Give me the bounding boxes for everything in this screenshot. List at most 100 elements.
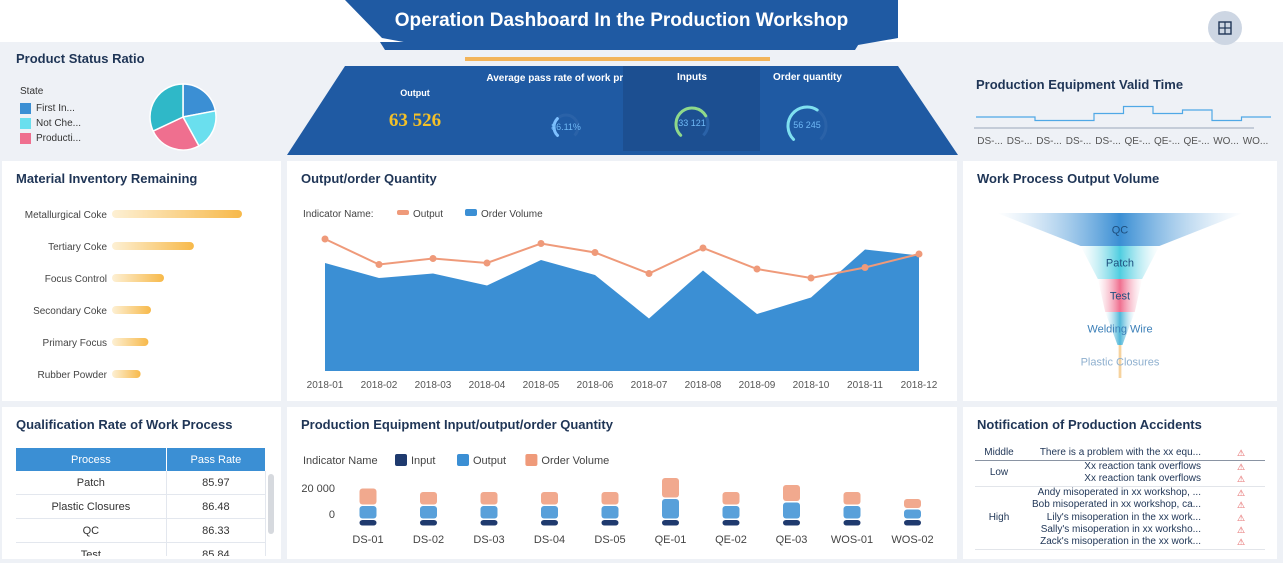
funnel-stage[interactable]	[1117, 345, 1123, 378]
equipment-bar-segment[interactable]	[541, 492, 558, 505]
accident-item[interactable]: Sally's misoperation in xx worksho...	[1040, 523, 1201, 535]
output-order-chart: Indicator Name: Output Order Volume 2018-01…	[303, 209, 938, 391]
product-status-legend-item[interactable]: First In...	[20, 103, 75, 114]
equipment-bar-segment[interactable]	[783, 502, 800, 519]
output-point[interactable]	[429, 255, 437, 262]
equipment-bar-segment[interactable]	[541, 506, 558, 519]
inventory-bar[interactable]	[112, 370, 141, 378]
warning-icon[interactable]: ⚠	[1237, 537, 1246, 548]
warning-icon[interactable]: ⚠	[1237, 524, 1246, 535]
output-point[interactable]	[861, 264, 869, 271]
funnel-stage[interactable]	[1097, 279, 1143, 312]
equipment-bar-segment[interactable]	[601, 492, 619, 505]
legend-label: Not Che...	[36, 118, 82, 129]
x-tick-label: WOS-02	[891, 534, 933, 546]
equipment-bar-segment[interactable]	[722, 506, 740, 519]
output-point[interactable]	[645, 270, 653, 277]
funnel-stage[interactable]	[1080, 246, 1160, 279]
output-point[interactable]	[807, 274, 815, 282]
equipment-bar-segment[interactable]	[359, 506, 377, 519]
output-point[interactable]	[483, 259, 491, 267]
pie-slice[interactable]	[181, 109, 217, 147]
funnel-stage[interactable]	[997, 213, 1243, 246]
accident-item[interactable]: Xx reaction tank overflows	[1084, 473, 1201, 485]
equipment-bar-segment[interactable]	[359, 520, 377, 526]
equipment-bar-segment[interactable]	[480, 506, 498, 519]
gauge-fill	[674, 106, 708, 137]
warning-icon[interactable]: ⚠	[1237, 474, 1246, 485]
table-row[interactable]: Plastic Closures 86.48	[16, 494, 267, 519]
inventory-bar[interactable]	[112, 210, 242, 218]
output-point[interactable]	[915, 250, 923, 258]
col-pass-rate[interactable]: Pass Rate	[166, 448, 267, 471]
equipment-bar-segment[interactable]	[601, 520, 619, 526]
x-tick-label: 2018-05	[523, 380, 560, 391]
warning-icon[interactable]: ⚠	[1237, 461, 1246, 472]
equipment-bar-segment[interactable]	[904, 499, 921, 508]
legend-label[interactable]: Output	[473, 455, 506, 467]
accident-level: Middle	[984, 447, 1014, 459]
pie-slice[interactable]	[182, 83, 217, 118]
equipment-bar-segment[interactable]	[420, 492, 437, 505]
legend-label[interactable]: Input	[411, 455, 435, 467]
pie-slice[interactable]	[149, 83, 184, 133]
equipment-bar-segment[interactable]	[420, 506, 437, 519]
equipment-bar-segment[interactable]	[662, 520, 679, 526]
table-row[interactable]: Patch 85.97	[16, 471, 267, 495]
accident-item[interactable]: There is a problem with the xx equ...	[1039, 447, 1201, 458]
legend-label: Producti...	[36, 133, 82, 144]
inventory-bar[interactable]	[112, 242, 194, 250]
output-point[interactable]	[591, 249, 599, 256]
inventory-bar[interactable]	[112, 338, 149, 346]
equipment-bar-segment[interactable]	[783, 520, 800, 526]
equipment-bar-segment[interactable]	[662, 478, 679, 498]
col-process[interactable]: Process	[16, 448, 167, 471]
accident-item[interactable]: Andy misoperated in xx workshop, ...	[1037, 486, 1201, 498]
accidents-list: There is a problem with the xx equ... ⚠ Mi…	[963, 407, 1277, 559]
table-scrollbar[interactable]	[268, 474, 274, 534]
equipment-bar-segment[interactable]	[601, 506, 619, 519]
legend-label[interactable]: Order Volume	[541, 455, 609, 467]
inventory-bar[interactable]	[112, 274, 164, 282]
table-row[interactable]: QC 86.33	[16, 518, 267, 543]
equipment-bar-segment[interactable]	[783, 485, 800, 501]
funnel-stage[interactable]	[1105, 312, 1135, 345]
order-volume-area[interactable]	[325, 249, 919, 372]
equipment-bar-segment[interactable]	[541, 520, 558, 526]
equipment-bar-segment[interactable]	[904, 520, 921, 526]
table-row[interactable]: Test 85.84	[16, 542, 267, 556]
accident-item[interactable]: Zack's misoperation in the xx work...	[1040, 536, 1201, 548]
equipment-bar-segment[interactable]	[480, 520, 498, 526]
warning-icon[interactable]: ⚠	[1237, 500, 1246, 511]
legend-label[interactable]: Output	[413, 209, 443, 220]
accident-item[interactable]: Xx reaction tank overflows	[1084, 460, 1201, 472]
output-point[interactable]	[321, 235, 329, 243]
equipment-bar-segment[interactable]	[843, 506, 861, 519]
warning-icon[interactable]: ⚠	[1237, 512, 1246, 523]
kpi-order-value: 56 245	[793, 120, 821, 130]
output-point[interactable]	[753, 265, 761, 273]
legend-label[interactable]: Order Volume	[481, 209, 543, 220]
warning-icon[interactable]: ⚠	[1237, 448, 1246, 458]
product-status-legend-item[interactable]: Producti...	[20, 133, 81, 144]
pass-rate-gauge	[552, 113, 580, 137]
equipment-bar-segment[interactable]	[420, 520, 437, 526]
accident-item[interactable]: Bob misoperated in xx workshop, ca...	[1032, 499, 1201, 511]
equipment-bar-segment[interactable]	[480, 492, 498, 505]
equipment-bar-segment[interactable]	[662, 499, 679, 519]
product-status-legend-item[interactable]: Not Che...	[20, 118, 81, 129]
inventory-bar[interactable]	[112, 306, 151, 314]
accident-item[interactable]: Lily's misoperation in the xx work...	[1046, 511, 1201, 523]
equipment-bar-segment[interactable]	[843, 520, 861, 526]
grid-icon[interactable]	[1208, 11, 1242, 45]
equipment-bar-segment[interactable]	[722, 492, 740, 505]
pie-slice[interactable]	[152, 116, 200, 151]
output-point[interactable]	[375, 261, 383, 268]
output-point[interactable]	[537, 240, 545, 247]
equipment-bar-segment[interactable]	[904, 509, 921, 519]
warning-icon[interactable]: ⚠	[1237, 487, 1246, 498]
equipment-bar-segment[interactable]	[722, 520, 740, 526]
equipment-bar-segment[interactable]	[359, 488, 377, 505]
equipment-bar-segment[interactable]	[843, 492, 861, 505]
output-point[interactable]	[699, 244, 707, 252]
